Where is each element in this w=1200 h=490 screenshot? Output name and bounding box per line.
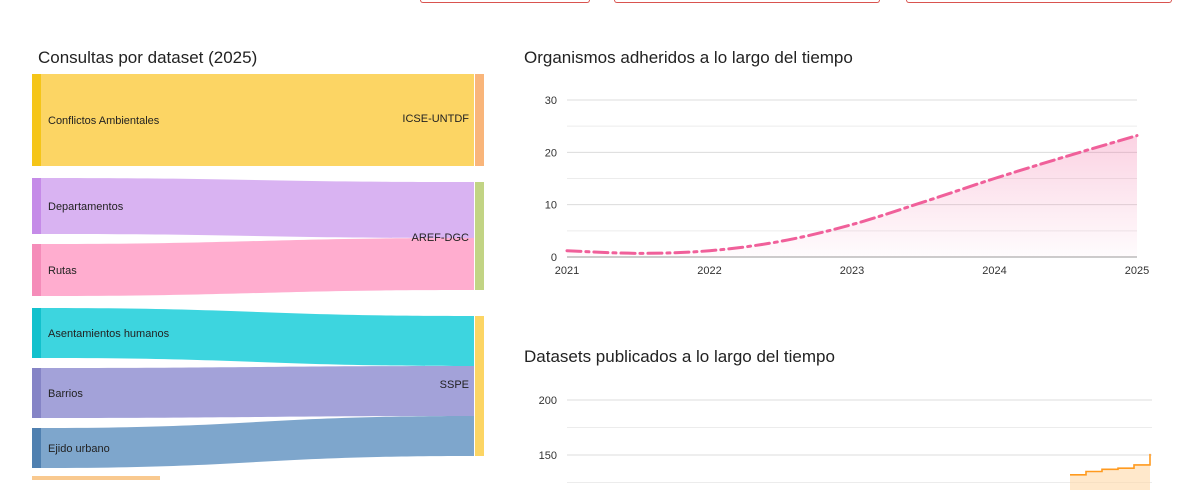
top-filter-button-1[interactable]	[420, 0, 590, 3]
series-line	[565, 134, 1139, 255]
sankey-source-node[interactable]	[32, 244, 41, 296]
x-tick-label: 2024	[982, 265, 1006, 277]
y-tick-label: 200	[539, 395, 557, 407]
sankey-title: Consultas por dataset (2025)	[38, 48, 258, 67]
x-tick-label: 2021	[555, 265, 579, 277]
sankey-source-label: Conflictos Ambientales	[48, 115, 160, 127]
y-tick-label: 20	[545, 147, 557, 159]
area-fill	[1070, 453, 1150, 490]
sankey-link	[40, 416, 474, 468]
sankey-link	[40, 366, 474, 418]
organismos-line-chart: 0 10 20 30 2021 2022 2023 2024 2025	[545, 95, 1149, 277]
sankey-source-node[interactable]	[32, 308, 41, 358]
sankey-source-node[interactable]	[32, 428, 41, 468]
series-line	[1070, 453, 1151, 476]
y-tick-label: 0	[551, 252, 557, 264]
sankey-source-label: Barrios	[48, 388, 83, 400]
sankey-link	[40, 308, 474, 366]
sankey-source-node[interactable]	[32, 178, 41, 234]
sankey-source-label: Departamentos	[48, 201, 124, 213]
top-filter-button-2[interactable]	[614, 0, 880, 3]
sankey-target-node[interactable]	[475, 316, 484, 456]
sankey-link	[40, 238, 474, 296]
sankey-target-label: AREF-DGC	[412, 232, 470, 244]
top-filter-button-3[interactable]	[906, 0, 1172, 3]
datasets-line-chart: 200 150	[539, 395, 1152, 490]
sankey-link	[40, 74, 474, 166]
sankey-link	[40, 178, 474, 238]
sankey-target-label: ICSE-UNTDF	[402, 113, 469, 125]
sankey-chart: Conflictos Ambientales Departamentos Rutas…	[32, 74, 484, 480]
y-tick-label: 10	[545, 200, 557, 212]
sankey-source-label: Ejido urbano	[48, 443, 110, 455]
sankey-source-node[interactable]	[32, 368, 41, 418]
sankey-link-partial	[32, 476, 160, 480]
x-tick-label: 2023	[840, 265, 864, 277]
organismos-chart-title: Organismos adheridos a lo largo del tiem…	[524, 48, 853, 67]
datasets-chart-title: Datasets publicados a lo largo del tiemp…	[524, 347, 835, 366]
x-tick-label: 2025	[1125, 265, 1149, 277]
sankey-source-node[interactable]	[32, 74, 41, 166]
y-tick-label: 150	[539, 450, 557, 462]
sankey-source-label: Rutas	[48, 265, 77, 277]
sankey-target-label: SSPE	[440, 379, 469, 391]
sankey-target-node[interactable]	[475, 182, 484, 290]
x-tick-label: 2022	[697, 265, 721, 277]
area-fill	[567, 135, 1137, 257]
y-tick-label: 30	[545, 95, 557, 107]
sankey-target-node[interactable]	[475, 74, 484, 166]
sankey-source-label: Asentamientos humanos	[48, 328, 170, 340]
